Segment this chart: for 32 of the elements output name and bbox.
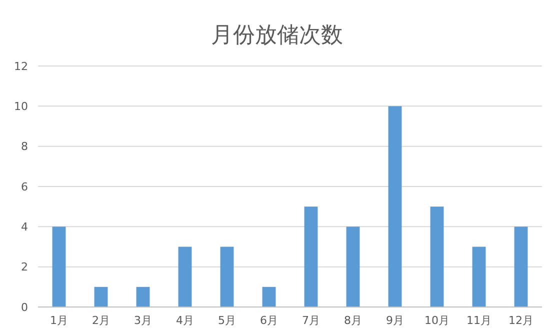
bar [472,246,486,307]
y-tick-label: 10 [14,100,28,114]
bar [514,226,528,307]
x-tick-label: 1月 [50,314,68,327]
x-tick-label: 8月 [344,314,362,327]
x-tick-label: 6月 [260,314,278,327]
y-tick-label: 4 [21,220,28,234]
x-tick-label: 3月 [134,314,152,327]
bar [430,206,444,307]
y-tick-label: 2 [21,260,28,274]
x-tick-label: 11月 [466,314,492,327]
bar [388,106,402,307]
bar [178,246,192,307]
bar [94,286,108,307]
x-tick-label: 12月 [508,314,534,327]
y-tick-label: 12 [14,60,28,73]
bar [346,226,360,307]
x-tick-label: 7月 [302,314,320,327]
y-tick-label: 8 [21,140,28,154]
bar [136,286,150,307]
chart-title: 月份放储次数 [211,23,343,48]
y-tick-label: 6 [21,180,28,194]
bar [262,286,276,307]
x-tick-label: 4月 [176,314,194,327]
bar [304,206,318,307]
x-tick-label: 9月 [386,314,404,327]
bar [52,226,66,307]
y-tick-label: 0 [21,300,28,314]
x-tick-label: 2月 [92,314,110,327]
x-tick-label: 5月 [218,314,236,327]
x-tick-label: 10月 [424,314,450,327]
bar [220,246,234,307]
